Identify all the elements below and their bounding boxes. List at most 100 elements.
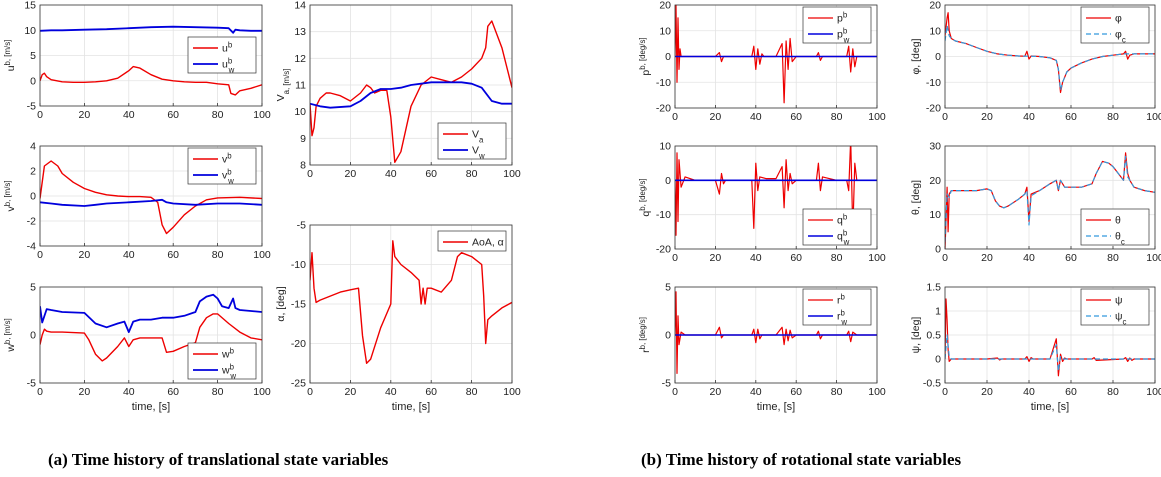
legend-label: rb w: [837, 308, 847, 326]
y-tick-label: -20: [656, 244, 671, 256]
x-tick-label: 20: [710, 252, 722, 264]
y-axis-label: θ, [deg]: [910, 180, 922, 215]
y-tick-label: 5: [665, 282, 671, 294]
x-tick-label: 100: [503, 168, 521, 180]
y-tick-label: 13: [294, 26, 306, 38]
axes-box: [309, 4, 513, 166]
x-tick-label: 100: [1146, 252, 1161, 264]
x-tick-label: 40: [123, 386, 135, 398]
x-tick-label: 80: [831, 111, 843, 123]
y-tick-label: -15: [291, 299, 306, 311]
chart-theta: 0 20 40 60 80 100 0 10 20 30 θ, [deg] θ θc: [910, 141, 1161, 265]
x-axis-label: time, [s]: [1031, 401, 1070, 413]
y-tick-label: 20: [659, 0, 671, 12]
y-tick-label: 5: [30, 282, 36, 294]
y-tick-label: -20: [926, 103, 941, 115]
x-tick-label: 100: [253, 386, 271, 398]
series-line-psi-1: [945, 334, 1155, 372]
x-tick-label: 60: [790, 252, 802, 264]
x-tick-label: 100: [868, 386, 886, 398]
x-tick-label: 40: [750, 252, 762, 264]
legend-box: [1080, 6, 1150, 44]
y-axis-label: Va, [m/s]: [275, 69, 291, 102]
y-tick-label: -5: [662, 378, 671, 390]
x-tick-label: 60: [425, 168, 437, 180]
y-tick-label: -25: [291, 378, 306, 390]
x-tick-label: 20: [981, 386, 993, 398]
legend-label: wb w: [221, 362, 236, 380]
axes-box: [674, 286, 878, 384]
x-tick-label: 20: [981, 111, 993, 123]
x-tick-label: 0: [942, 252, 948, 264]
x-tick-label: 80: [212, 249, 224, 261]
y-tick-label: 0: [665, 330, 671, 342]
legend-box: [802, 288, 872, 326]
x-tick-label: 100: [253, 249, 271, 261]
x-tick-label: 20: [710, 111, 722, 123]
legend-box: [1080, 208, 1150, 246]
series-line-phi-1: [945, 25, 1155, 91]
x-tick-label: 20: [981, 252, 993, 264]
x-tick-label: 0: [672, 111, 678, 123]
y-tick-label: 20: [929, 0, 941, 12]
axes-box: [39, 145, 263, 247]
chart-phi: 0 20 40 60 80 100 -20 -10 0 10 20 φ, [deg] φ φc: [910, 0, 1161, 123]
series-line-va-0: [310, 20, 512, 164]
x-tick-label: 0: [942, 386, 948, 398]
y-axis-label: ub, [m/s]: [3, 40, 18, 72]
x-tick-label: 80: [466, 386, 478, 398]
x-axis-label: time, [s]: [757, 401, 796, 413]
y-tick-label: 1: [935, 306, 941, 318]
axes-box: [674, 145, 878, 250]
y-tick-label: 1.5: [926, 282, 941, 294]
axes-box: [944, 286, 1156, 384]
y-tick-label: 8: [300, 160, 306, 172]
x-tick-label: 40: [385, 168, 397, 180]
x-tick-label: 80: [831, 252, 843, 264]
y-tick-label: 10: [929, 209, 941, 221]
axes-box: [674, 4, 878, 109]
legend-label: ψ: [1115, 295, 1123, 307]
y-tick-label: 10: [659, 25, 671, 37]
y-tick-label: -10: [291, 259, 306, 271]
legend-label: φc: [1115, 29, 1126, 45]
y-tick-label: -5: [27, 378, 36, 390]
legend-label: Vw: [472, 145, 485, 161]
y-tick-label: -10: [926, 77, 941, 89]
x-tick-label: 80: [831, 386, 843, 398]
y-axis-label: wb, [m/s]: [3, 318, 18, 352]
x-axis-label: time, [s]: [132, 401, 171, 413]
y-tick-label: 4: [30, 141, 36, 153]
x-tick-label: 40: [385, 386, 397, 398]
x-tick-label: 100: [503, 386, 521, 398]
legend-label: θc: [1115, 231, 1125, 247]
x-tick-label: 60: [1065, 111, 1077, 123]
y-tick-label: 0: [665, 175, 671, 187]
x-tick-label: 0: [307, 168, 313, 180]
x-tick-label: 0: [672, 252, 678, 264]
series-line-theta-1: [945, 155, 1155, 243]
caption-translational: (a) Time history of translational state …: [48, 450, 389, 469]
y-axis-label: vb, [m/s]: [3, 180, 18, 211]
legend-box: [187, 36, 257, 74]
y-axis-label: rb, [deg/s]: [638, 317, 653, 353]
legend-box: [187, 342, 257, 380]
series-line-v-1: [40, 198, 262, 207]
legend-label: qb w: [837, 228, 850, 246]
x-tick-label: 80: [212, 386, 224, 398]
y-tick-label: 10: [294, 106, 306, 118]
x-tick-label: 80: [1107, 252, 1119, 264]
x-tick-label: 100: [868, 111, 886, 123]
y-tick-label: -4: [27, 241, 36, 253]
x-tick-label: 20: [79, 386, 91, 398]
x-tick-label: 40: [750, 386, 762, 398]
y-axis-label: qb, [deg/s]: [638, 178, 653, 216]
series-line-va-1: [310, 81, 512, 109]
legend-label: θ: [1115, 215, 1121, 227]
axes-box: [309, 224, 513, 384]
series-line-w-1: [40, 293, 262, 334]
y-tick-label: 0: [30, 330, 36, 342]
y-tick-label: 12: [294, 53, 306, 65]
